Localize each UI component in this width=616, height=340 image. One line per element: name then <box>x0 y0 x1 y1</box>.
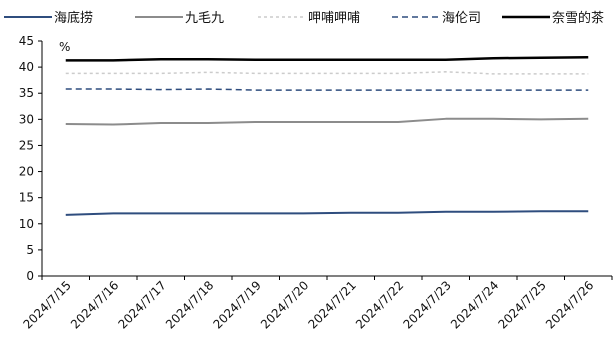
x-tick-label: 2024/7/23 <box>400 278 453 331</box>
y-tick-label: 30 <box>19 112 34 126</box>
x-tick-label: 2024/7/20 <box>258 278 311 331</box>
legend-item: 九毛九 <box>135 11 224 26</box>
y-tick-label: 10 <box>19 217 34 231</box>
y-tick-label: 40 <box>19 60 34 74</box>
series-lines <box>65 55 589 216</box>
x-tick-label: 2024/7/17 <box>115 278 168 331</box>
legend-label: 奈雪的茶 <box>552 10 604 26</box>
legend-label: 九毛九 <box>185 11 224 26</box>
series-line <box>65 88 589 91</box>
y-tick-label: 20 <box>19 165 34 179</box>
legend-item: 呷哺呷哺 <box>258 11 360 26</box>
y-tick-label: 15 <box>19 191 34 205</box>
axes: 0510152025303540452024/7/152024/7/162024… <box>19 34 613 332</box>
series-line <box>65 55 589 62</box>
legend-label: 海底捞 <box>54 10 93 26</box>
y-tick-label: 45 <box>19 34 34 48</box>
x-tick-label: 2024/7/19 <box>210 278 263 331</box>
y-tick-label: 25 <box>19 138 34 152</box>
x-tick-label: 2024/7/21 <box>305 278 358 331</box>
x-tick-label: 2024/7/24 <box>448 278 501 331</box>
y-tick-label: 0 <box>26 269 34 283</box>
legend-label: 呷哺呷哺 <box>308 11 360 26</box>
x-tick-label: 2024/7/15 <box>20 278 73 331</box>
series-3 <box>65 71 589 75</box>
y-tick-label: 35 <box>19 86 34 100</box>
x-tick-label: 2024/7/26 <box>543 278 596 331</box>
y-tick-label: 5 <box>26 243 34 257</box>
y-unit-label: % <box>59 40 70 54</box>
x-tick-label: 2024/7/18 <box>163 278 216 331</box>
series-4 <box>65 88 589 91</box>
legend-item: 奈雪的茶 <box>502 10 604 26</box>
x-tick-label: 2024/7/22 <box>353 278 406 331</box>
series-line <box>65 71 589 75</box>
x-tick-label: 2024/7/25 <box>495 278 548 331</box>
legend-label: 海伦司 <box>442 11 481 26</box>
series-1 <box>65 210 589 216</box>
series-line <box>65 117 589 126</box>
x-tick-label: 2024/7/16 <box>68 278 121 331</box>
series-2 <box>65 117 589 126</box>
legend: 海底捞 九毛九 呷哺呷哺 海伦司 奈雪的茶 <box>4 10 604 26</box>
legend-item: 海底捞 <box>4 10 93 26</box>
series-5 <box>65 55 589 62</box>
legend-item: 海伦司 <box>392 11 481 26</box>
series-line <box>65 210 589 216</box>
